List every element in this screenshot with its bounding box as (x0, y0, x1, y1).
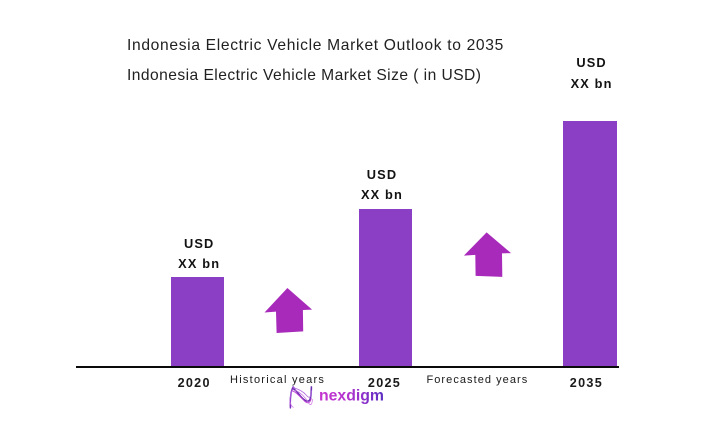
svg-text:nexdigm: nexdigm (319, 387, 384, 404)
